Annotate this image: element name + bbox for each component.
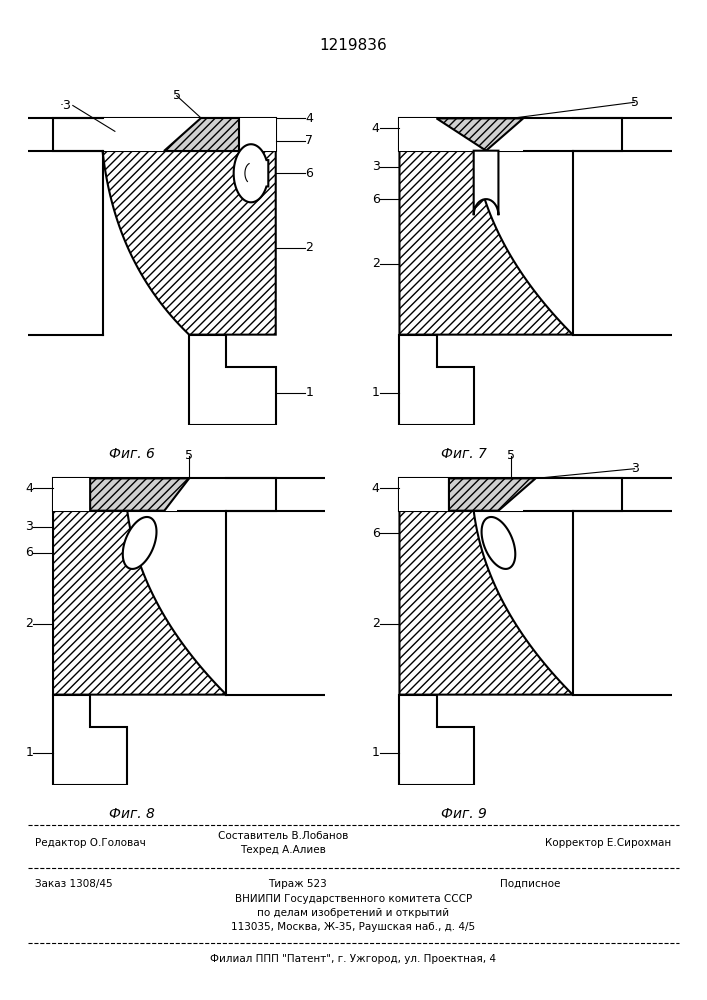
Text: 2: 2 — [372, 257, 380, 270]
Text: Фиг. 8: Фиг. 8 — [110, 807, 155, 821]
Polygon shape — [399, 478, 622, 511]
Polygon shape — [399, 695, 474, 785]
Polygon shape — [103, 118, 276, 151]
Text: 1: 1 — [372, 386, 380, 399]
Text: 5: 5 — [185, 449, 193, 462]
Text: Подписное: Подписное — [500, 879, 561, 889]
Polygon shape — [103, 151, 276, 335]
Text: 4: 4 — [372, 482, 380, 495]
Text: 2: 2 — [25, 617, 33, 630]
Text: 5: 5 — [631, 96, 638, 109]
Polygon shape — [53, 478, 276, 511]
Polygon shape — [481, 517, 515, 569]
Text: Составитель В.Лобанов: Составитель В.Лобанов — [218, 831, 348, 841]
Polygon shape — [399, 118, 622, 151]
Text: 5: 5 — [173, 89, 181, 102]
Text: Корректор Е.Сирохман: Корректор Е.Сирохман — [545, 838, 672, 848]
Polygon shape — [437, 118, 523, 151]
Polygon shape — [53, 118, 276, 151]
Text: 5: 5 — [507, 449, 515, 462]
Text: 7: 7 — [305, 134, 313, 147]
Text: Фиг. 9: Фиг. 9 — [441, 807, 486, 821]
Text: 3: 3 — [631, 462, 638, 475]
Text: 4: 4 — [305, 112, 313, 125]
Text: Тираж 523: Тираж 523 — [267, 879, 327, 889]
Text: 1: 1 — [305, 386, 313, 399]
Text: Редактор О.Головач: Редактор О.Головач — [35, 838, 146, 848]
Text: ·3: ·3 — [59, 99, 71, 112]
Polygon shape — [164, 118, 238, 151]
Polygon shape — [189, 335, 276, 425]
Polygon shape — [399, 151, 573, 335]
Text: 113035, Москва, Ж-35, Раушская наб., д. 4/5: 113035, Москва, Ж-35, Раушская наб., д. … — [231, 922, 476, 932]
Polygon shape — [474, 151, 498, 215]
Text: Филиал ППП "Патент", г. Ужгород, ул. Проектная, 4: Филиал ППП "Патент", г. Ужгород, ул. Про… — [211, 954, 496, 964]
Polygon shape — [123, 517, 156, 569]
Polygon shape — [53, 478, 177, 511]
Polygon shape — [399, 511, 573, 695]
Text: 4: 4 — [25, 482, 33, 495]
Text: 1: 1 — [372, 746, 380, 759]
Text: 3: 3 — [372, 160, 380, 173]
Text: 3: 3 — [25, 520, 33, 533]
Text: 6: 6 — [372, 193, 380, 206]
Text: 2: 2 — [305, 241, 313, 254]
Text: Техред А.Алиев: Техред А.Алиев — [240, 845, 326, 855]
Text: Фиг. 6: Фиг. 6 — [110, 447, 155, 461]
Text: 6: 6 — [372, 527, 380, 540]
Text: 6: 6 — [25, 546, 33, 559]
Polygon shape — [53, 511, 226, 695]
Text: Фиг. 7: Фиг. 7 — [441, 447, 486, 461]
Text: ВНИИПИ Государственного комитета СССР: ВНИИПИ Государственного комитета СССР — [235, 894, 472, 904]
Polygon shape — [53, 695, 127, 785]
Polygon shape — [399, 118, 523, 151]
Text: Заказ 1308/45: Заказ 1308/45 — [35, 879, 113, 889]
Text: 2: 2 — [372, 617, 380, 630]
Polygon shape — [449, 478, 536, 511]
Text: 6: 6 — [305, 167, 313, 180]
Text: 1: 1 — [25, 746, 33, 759]
Polygon shape — [90, 478, 189, 511]
Polygon shape — [399, 335, 474, 425]
Polygon shape — [399, 478, 523, 511]
Text: 4: 4 — [372, 122, 380, 135]
Text: по делам изобретений и открытий: по делам изобретений и открытий — [257, 908, 450, 918]
Polygon shape — [234, 144, 268, 202]
Text: 1219836: 1219836 — [320, 38, 387, 53]
